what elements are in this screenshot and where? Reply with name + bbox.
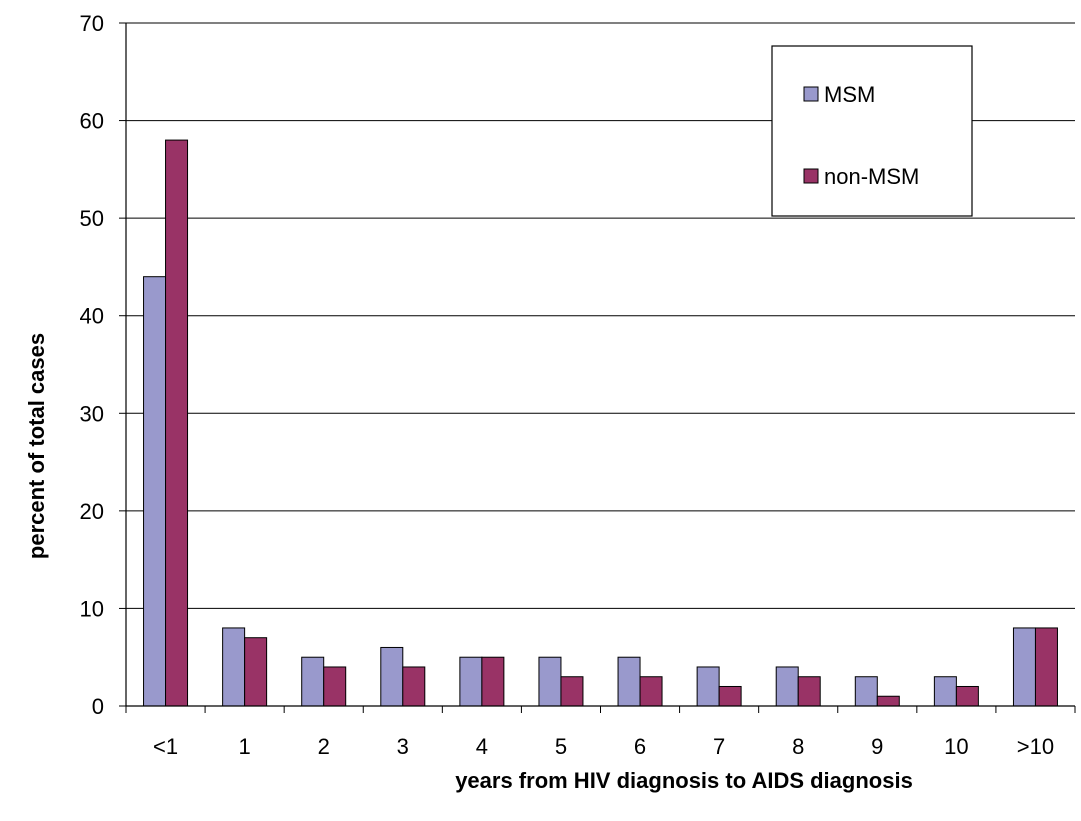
- legend-box: [771, 45, 973, 217]
- bars: [143, 139, 1058, 707]
- bar-msm: [933, 676, 957, 707]
- x-tick-label: 3: [397, 734, 409, 759]
- bar-non-msm: [165, 139, 189, 707]
- bar-msm: [301, 656, 325, 707]
- axes: [125, 23, 1076, 713]
- bar-msm: [143, 276, 167, 707]
- bar-non-msm: [797, 676, 821, 707]
- y-tick-label: 10: [80, 596, 104, 621]
- x-tick-label: 9: [871, 734, 883, 759]
- gridlines: [119, 22, 1075, 707]
- y-axis-title: percent of total cases: [24, 333, 49, 559]
- bar-non-msm: [481, 656, 505, 707]
- x-tick-label: <1: [153, 734, 178, 759]
- x-tick-label: 2: [318, 734, 330, 759]
- x-tick-labels: <1 1 2 3 4 5 6 7 8 9 10 >10: [153, 734, 1054, 759]
- legend-swatch-msm: [803, 86, 819, 102]
- x-tick-label: 5: [555, 734, 567, 759]
- bar-non-msm: [560, 676, 584, 707]
- x-tick-label: 4: [476, 734, 488, 759]
- bar-non-msm: [639, 676, 663, 707]
- y-tick-label: 0: [92, 694, 104, 719]
- bar-msm: [222, 627, 246, 707]
- y-tick-label: 70: [80, 11, 104, 36]
- y-tick-label: 20: [80, 499, 104, 524]
- y-tick-label: 30: [80, 401, 104, 426]
- x-tick-label: 7: [713, 734, 725, 759]
- bar-msm: [617, 656, 641, 707]
- legend-label-msm: MSM: [824, 82, 875, 107]
- bar-msm: [380, 646, 404, 707]
- x-tick-label: 10: [944, 734, 968, 759]
- bar-non-msm: [244, 637, 268, 707]
- y-tick-label: 40: [80, 304, 104, 329]
- bar-non-msm: [1034, 627, 1058, 707]
- bar-msm: [854, 676, 878, 707]
- x-tick-label: >10: [1017, 734, 1054, 759]
- bar-non-msm: [955, 685, 979, 707]
- bar-msm: [1012, 627, 1036, 707]
- legend-label-non-msm: non-MSM: [824, 164, 919, 189]
- bar-msm: [775, 666, 799, 707]
- y-tick-label: 60: [80, 109, 104, 134]
- bar-non-msm: [876, 695, 900, 707]
- legend-swatch-non-msm: [803, 168, 819, 184]
- bar-msm: [696, 666, 720, 707]
- x-tick-label: 6: [634, 734, 646, 759]
- bar-non-msm: [323, 666, 347, 707]
- x-tick-label: 8: [792, 734, 804, 759]
- bar-msm: [538, 656, 562, 707]
- y-tick-labels: 0 10 20 30 40 50 60 70: [80, 11, 104, 719]
- bar-non-msm: [402, 666, 426, 707]
- bar-msm: [459, 656, 483, 707]
- x-tick-label: 1: [239, 734, 251, 759]
- x-axis-title: years from HIV diagnosis to AIDS diagnos…: [455, 768, 913, 793]
- bar-non-msm: [718, 685, 742, 707]
- y-tick-label: 50: [80, 206, 104, 231]
- legend: MSM non-MSM: [771, 45, 973, 217]
